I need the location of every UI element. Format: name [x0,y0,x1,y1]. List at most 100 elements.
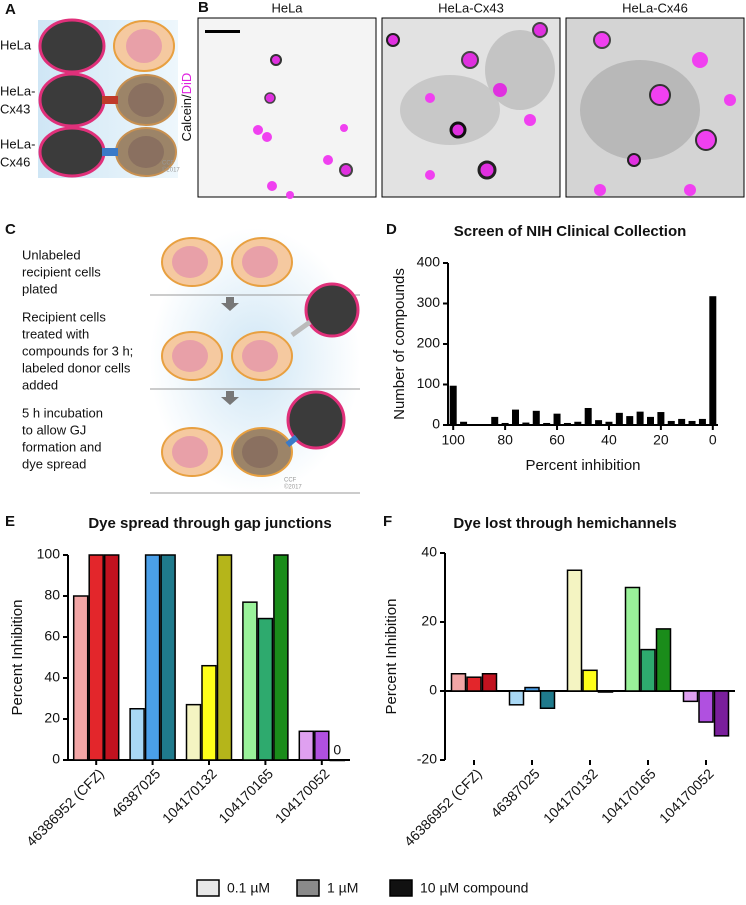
chart-title: Dye spread through gap junctions [88,515,331,532]
bar [185,703,202,761]
x-tick-label: 46387025 [487,765,543,821]
bar [709,296,717,425]
y-tick-label: 0 [432,416,440,432]
bar [103,554,120,761]
bar [626,416,634,425]
chart-title: Dye lost through hemichannels [453,515,676,532]
x-tick-label: 104170165 [598,765,659,826]
cell-line-label: HeLa [0,37,32,52]
stain-part: DiD [179,73,194,95]
y-tick-label: 60 [44,628,60,644]
step-text: treated with [22,326,89,341]
bar [667,420,675,425]
x-tick-label: 80 [497,432,513,448]
y-tick-label: 0 [429,682,437,698]
bar [144,554,161,761]
x-tick-label: 20 [653,432,669,448]
bar [522,422,530,425]
bar [539,690,556,709]
bar [595,420,603,425]
data-label: 0 [333,742,341,758]
bar [615,412,623,425]
legend-swatch [196,879,220,897]
y-axis-label: Percent Inhibition [383,599,400,715]
bar [491,416,499,425]
bar [543,422,551,425]
bar [566,569,583,692]
x-tick-label: 104170052 [272,765,333,826]
x-tick-label: 104170132 [159,765,220,826]
y-axis-label: Number of compounds [391,268,408,420]
bar [460,421,468,425]
bar [713,690,730,737]
legend-swatch [389,879,413,897]
step-text: formation and [22,439,102,454]
y-tick-label: 400 [417,254,441,270]
bar [636,411,644,425]
stain-part: Calcein/ [179,94,194,141]
micrograph [197,17,377,199]
bar [582,669,598,692]
bar [553,413,561,425]
bar [449,385,457,425]
step-text: to allow GJ [22,422,86,437]
panel-label: B [198,0,209,16]
legend-label: 0.1 µM [227,880,270,896]
y-tick-label: 200 [417,335,441,351]
y-axis-label: Percent Inhibition [9,600,26,716]
legend-swatch [296,879,320,897]
y-tick-label: 0 [52,751,60,767]
bar [563,422,571,425]
x-tick-label: 46386952 (CFZ) [23,765,107,849]
micrograph [565,17,745,198]
panel-label: E [5,513,15,530]
bar [657,412,665,425]
x-tick-label: 46386952 (CFZ) [401,765,485,849]
step-text: added [22,377,58,392]
step-text: Recipient cells [22,309,106,324]
credit: CCF [284,478,297,484]
bar [450,673,467,692]
panel-label: A [5,1,16,18]
bar [72,595,89,761]
credit: ©2017 [162,167,180,174]
x-tick-label: 60 [549,432,565,448]
chart-title: Screen of NIH Clinical Collection [454,223,687,240]
bar [584,407,592,425]
bar [273,554,289,761]
legend-label: 10 µM compound [420,880,528,896]
cell-line-label: HeLa- [0,136,35,151]
bar [624,586,641,692]
stain-label: Calcein/DiD [179,73,194,142]
bar [512,409,519,425]
y-tick-label: 20 [421,613,437,629]
bar [314,730,330,761]
credit: CCF [162,161,175,167]
y-tick-label: 300 [417,294,441,310]
step-text: plated [22,281,57,296]
y-tick-label: 40 [44,669,60,685]
x-tick-label: 104170052 [656,765,717,826]
bar [524,686,540,692]
x-tick-label: 104170132 [540,765,601,826]
step-text: recipient cells [22,264,101,279]
cell-line-label: Cx43 [0,101,30,116]
x-tick-label: 0 [709,432,717,448]
x-tick-label: 100 [442,432,466,448]
bar [501,422,509,425]
bar [688,420,696,425]
x-tick-label: 40 [601,432,617,448]
bar [466,676,482,692]
bar [574,421,582,425]
bar [160,554,176,761]
x-tick-label: 104170165 [215,765,276,826]
x-axis-label: Percent inhibition [525,457,640,474]
panel-label: C [5,221,16,238]
bar [329,759,346,762]
y-tick-label: -20 [417,751,437,767]
step-text: compounds for 3 h; [22,343,133,358]
x-tick-label: 46387025 [108,765,164,821]
y-tick-label: 100 [37,546,61,562]
